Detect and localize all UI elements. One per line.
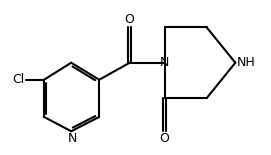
Text: N: N bbox=[67, 132, 77, 145]
Text: Cl: Cl bbox=[13, 73, 25, 86]
Text: O: O bbox=[160, 132, 170, 145]
Text: O: O bbox=[125, 13, 135, 27]
Text: N: N bbox=[160, 56, 169, 69]
Text: NH: NH bbox=[237, 56, 256, 69]
